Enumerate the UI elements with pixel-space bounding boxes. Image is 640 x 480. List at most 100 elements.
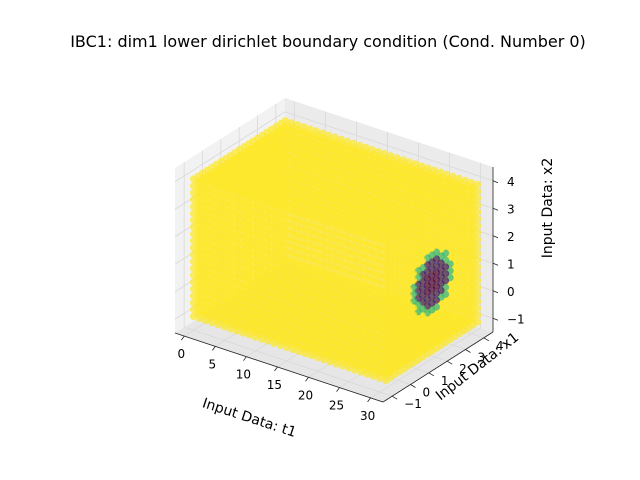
data-point <box>202 303 210 311</box>
data-point <box>258 211 266 219</box>
data-point <box>369 317 378 325</box>
data-point <box>283 275 291 283</box>
data-point <box>345 261 353 269</box>
data-point <box>189 182 198 190</box>
data-point <box>301 315 309 323</box>
data-point <box>382 253 390 261</box>
data-point <box>239 219 247 227</box>
data-point <box>276 252 284 260</box>
data-point <box>196 239 204 247</box>
data-point <box>245 214 253 222</box>
data-point <box>382 308 390 316</box>
data-point <box>289 325 297 333</box>
data-point <box>239 274 247 282</box>
data-point <box>196 191 204 199</box>
data-point <box>264 207 272 215</box>
data-point <box>332 319 340 327</box>
data-point <box>314 326 322 334</box>
data-point <box>214 238 222 246</box>
y-tick-label: 1 <box>441 374 449 388</box>
data-point <box>376 278 384 286</box>
data-point <box>258 239 266 247</box>
data-point <box>252 202 260 211</box>
data-point <box>295 286 303 294</box>
data-point <box>233 272 241 280</box>
data-point <box>289 332 297 340</box>
data-point <box>326 337 334 345</box>
data-point <box>307 310 316 318</box>
data-point <box>357 361 365 369</box>
data-point <box>276 211 284 219</box>
data-point <box>283 288 291 296</box>
data-point <box>382 280 390 288</box>
data-point <box>357 251 365 259</box>
data-point <box>214 218 222 226</box>
data-point <box>363 281 371 289</box>
z-gridline <box>174 111 286 183</box>
data-point <box>382 294 390 302</box>
data-point <box>220 268 229 276</box>
data-point <box>276 286 284 294</box>
data-point <box>202 227 210 235</box>
data-point <box>264 303 272 311</box>
data-point <box>382 369 390 378</box>
data-point <box>363 350 371 358</box>
data-point <box>196 184 204 192</box>
data-point <box>202 275 210 283</box>
data-point <box>382 349 390 357</box>
data-point <box>252 237 260 245</box>
data-point <box>264 262 272 270</box>
data-point <box>351 359 359 367</box>
z-tick <box>492 207 499 211</box>
data-point <box>314 230 322 238</box>
data-point <box>276 224 284 233</box>
data-point <box>270 319 278 327</box>
data-point <box>252 209 260 217</box>
data-point <box>220 192 229 200</box>
data-point <box>363 322 371 330</box>
data-point <box>295 292 303 301</box>
data-point <box>283 240 291 248</box>
data-point <box>289 311 297 319</box>
data-point <box>252 285 260 293</box>
data-point <box>189 189 198 197</box>
data-point <box>208 236 216 244</box>
data-point <box>289 284 297 292</box>
data-point <box>189 196 198 204</box>
data-point <box>270 284 278 292</box>
data-point <box>382 328 390 336</box>
data-point <box>289 235 297 244</box>
data-point <box>345 247 353 255</box>
y-tick-label: 4 <box>496 339 504 353</box>
data-point <box>345 254 353 262</box>
data-point <box>369 372 378 380</box>
data-point <box>363 370 371 378</box>
data-point <box>307 235 316 243</box>
data-point <box>332 222 340 230</box>
data-point <box>196 246 204 254</box>
data-point <box>320 308 328 316</box>
data-point <box>351 297 359 305</box>
data-point <box>239 226 247 234</box>
data-point <box>345 281 353 290</box>
data-point <box>345 330 353 338</box>
data-point <box>227 208 235 216</box>
data-point <box>196 287 204 295</box>
data-point <box>214 307 222 315</box>
data-point <box>314 347 322 355</box>
x-tick-label: 0 <box>177 347 185 361</box>
data-point <box>345 240 353 248</box>
data-point <box>220 288 229 296</box>
data-point <box>376 271 384 279</box>
data-point <box>307 324 316 332</box>
data-point <box>283 247 291 255</box>
data-point <box>189 237 198 245</box>
data-point <box>214 245 222 253</box>
data-point <box>338 362 347 370</box>
data-point <box>320 280 328 288</box>
data-point <box>245 276 253 284</box>
data-point <box>320 273 328 281</box>
data-point <box>338 238 347 246</box>
data-point <box>276 218 284 226</box>
data-point <box>233 231 241 239</box>
